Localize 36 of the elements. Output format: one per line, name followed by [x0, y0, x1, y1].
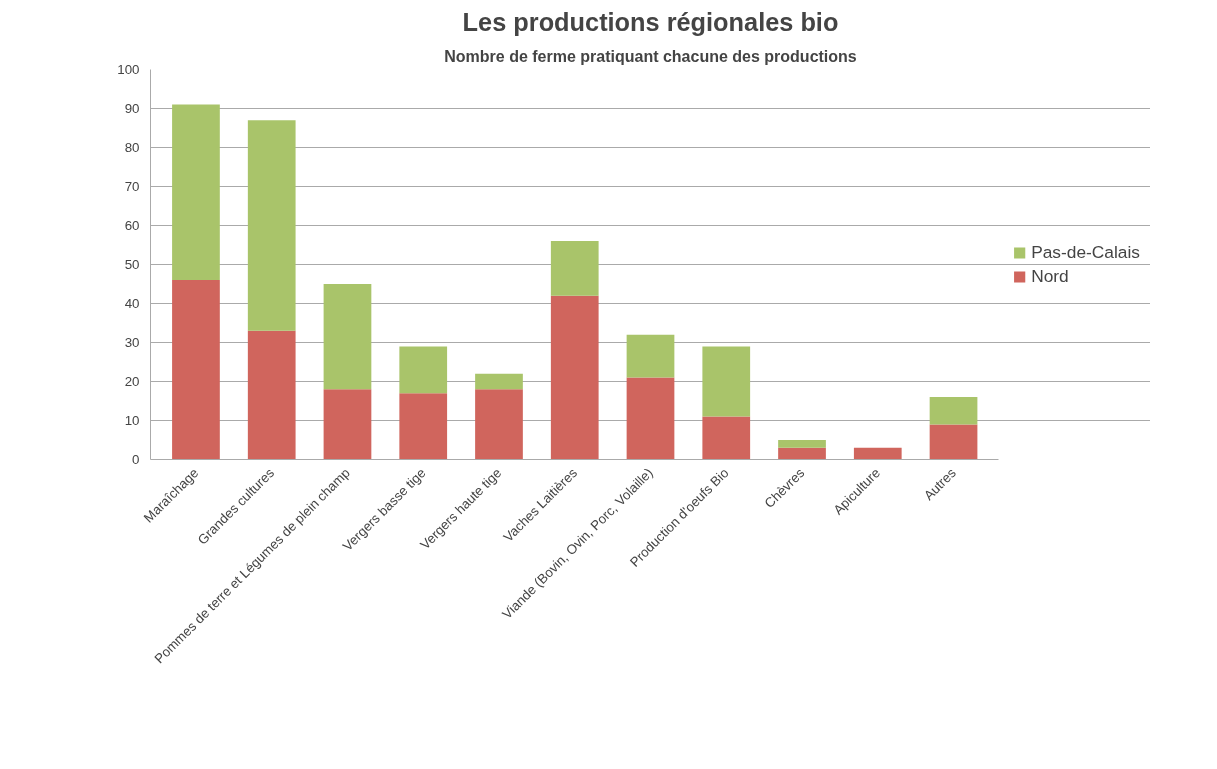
bar — [929, 397, 978, 425]
bar — [399, 393, 448, 460]
y-tick-label: 60 — [124, 218, 140, 233]
y-tick-label: 20 — [124, 374, 140, 389]
y-tick-label: 90 — [124, 101, 140, 116]
bar — [475, 389, 523, 460]
bar — [626, 334, 675, 378]
bar — [778, 447, 826, 460]
bar — [247, 120, 296, 331]
bar — [702, 346, 751, 417]
bar — [778, 440, 826, 448]
legend-label: Pas-de-Calais — [1031, 241, 1140, 263]
bar — [323, 284, 372, 390]
legend-label: Nord — [1031, 265, 1069, 287]
bar — [172, 104, 220, 281]
y-tick-label: 100 — [117, 62, 140, 77]
y-tick-label: 40 — [124, 296, 140, 311]
y-tick-label: 70 — [124, 179, 140, 194]
bar — [702, 416, 751, 460]
y-tick-label: 10 — [124, 413, 140, 428]
bar — [550, 241, 599, 296]
bar — [399, 346, 448, 394]
bar — [550, 295, 599, 460]
chart-subtitle: Nombre de ferme pratiquant chacune des productions — [444, 47, 857, 65]
chart-title: Les productions régionales bio — [462, 7, 839, 36]
y-tick-label: 50 — [124, 257, 140, 272]
bar — [323, 389, 372, 460]
bar — [853, 447, 902, 460]
bar — [626, 377, 675, 460]
bar — [929, 424, 978, 460]
y-tick-label: 0 — [132, 452, 140, 467]
y-tick-label: 30 — [124, 335, 140, 350]
bar — [475, 373, 523, 390]
y-tick-label: 80 — [124, 140, 140, 155]
bar — [172, 280, 220, 460]
bar — [247, 330, 296, 460]
